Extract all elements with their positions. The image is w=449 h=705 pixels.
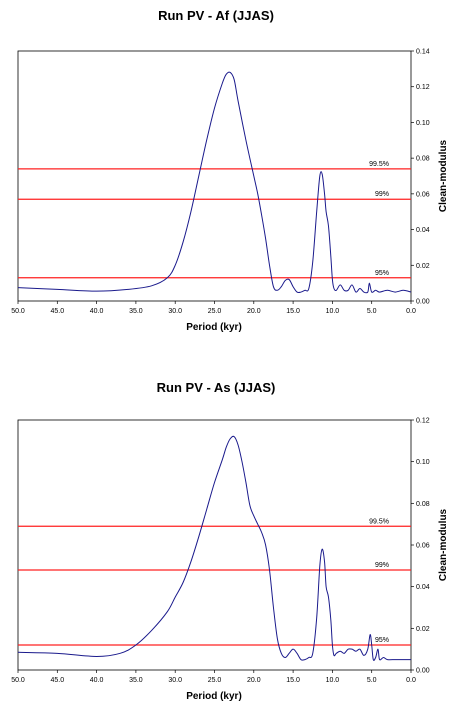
y-tick-label: 0.04 [416,227,430,234]
significance-lines: 99.5% 99% 95% [18,161,411,279]
x-tick-label: 50.0 [11,308,25,315]
x-tick-label: 40.0 [90,677,104,684]
x-tick-label: 35.0 [129,677,143,684]
x-tick-label: 40.0 [90,308,104,315]
significance-label: 99% [375,562,389,569]
significance-label: 99% [375,191,389,198]
y-tick-label: 0.08 [416,156,430,163]
x-tick-label: 15.0 [286,677,300,684]
x-tick-label: 15.0 [286,308,300,315]
series-line [17,71,412,294]
x-tick-label: 10.0 [326,308,340,315]
x-axis-ticks: 50.0 45.0 40.0 35.0 30.0 25.0 20.0 15.0 10.0 5.0 0… [11,670,416,684]
y-tick-label: 0.06 [416,191,430,198]
y-axis-label: Clean-modulus [438,139,449,212]
x-tick-label: 45.0 [50,308,64,315]
y-tick-label: 0.10 [416,459,430,466]
x-tick-label: 35.0 [129,308,143,315]
x-tick-label: 20.0 [247,677,261,684]
x-tick-label: 50.0 [11,677,25,684]
x-tick-label: 0.0 [406,677,416,684]
x-axis-ticks: 50.0 45.0 40.0 35.0 30.0 25.0 20.0 15.0 10.0 5.0 0… [11,301,416,315]
plot-frame [17,419,412,671]
x-tick-label: 30.0 [168,308,182,315]
y-tick-label: 0.02 [416,263,430,270]
x-axis-label: Period (kyr) [186,691,242,702]
y-tick-label: 0.12 [416,84,430,91]
x-tick-label: 20.0 [247,308,261,315]
y-axis-ticks: 0.00 0.02 0.04 0.06 0.08 0.10 0.12 [411,418,430,675]
y-tick-label: 0.10 [416,120,430,127]
x-tick-label: 5.0 [367,308,377,315]
x-tick-label: 45.0 [50,677,64,684]
x-tick-label: 30.0 [168,677,182,684]
chart-af-jjas: Run PV - Af (JJAS) 99.5% 99% 95% 50.0 45.0 4… [11,8,449,333]
y-tick-label: 0.14 [416,49,430,56]
y-axis-label: Clean-modulus [438,508,449,581]
y-tick-label: 0.06 [416,543,430,550]
y-tick-label: 0.04 [416,584,430,591]
x-tick-label: 10.0 [326,677,340,684]
y-tick-label: 0.00 [416,299,430,306]
x-tick-label: 0.0 [406,308,416,315]
x-tick-label: 5.0 [367,677,377,684]
significance-label: 99.5% [369,518,389,525]
y-tick-label: 0.00 [416,668,430,675]
y-tick-label: 0.12 [416,418,430,425]
series-line [17,435,411,661]
chart-as-jjas: Run PV - As (JJAS) 99.5% 99% 95% 50.0 45.0 4… [11,380,449,702]
y-axis-ticks: 0.00 0.02 0.04 0.06 0.08 0.10 0.12 0.14 [411,49,430,306]
x-tick-label: 25.0 [208,308,222,315]
significance-lines: 99.5% 99% 95% [18,518,411,646]
chart-title: Run PV - As (JJAS) [157,380,276,395]
significance-label: 99.5% [369,161,389,168]
x-tick-label: 25.0 [208,677,222,684]
chart-title: Run PV - Af (JJAS) [158,8,274,23]
y-tick-label: 0.08 [416,501,430,508]
x-axis-label: Period (kyr) [186,322,242,333]
significance-label: 95% [375,270,389,277]
y-tick-label: 0.02 [416,626,430,633]
significance-label: 95% [375,637,389,644]
plot-frame [17,50,412,302]
